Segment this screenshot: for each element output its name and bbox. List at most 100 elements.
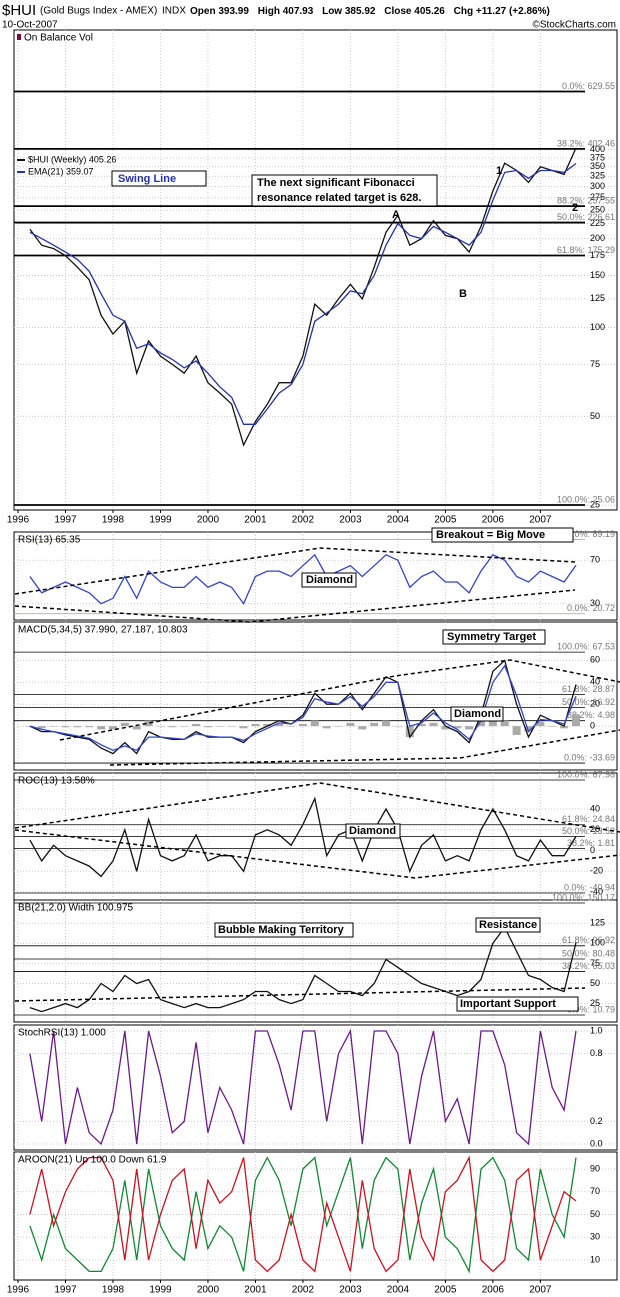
annotation: resonance related target is 628.	[257, 192, 421, 204]
level-label: 50.0%: 16.92	[562, 697, 615, 707]
histogram-bar	[477, 720, 486, 727]
annotation: Resistance	[479, 919, 537, 931]
stat-value: 385.92	[345, 6, 376, 17]
level-label: 38.2%: 402.46	[557, 138, 615, 148]
annotations: Swing Line The next significant Fibonacc…	[111, 165, 579, 1012]
x-tick-label: 2000	[197, 1285, 220, 1296]
series-line	[29, 162, 577, 425]
histogram-bar	[132, 726, 141, 730]
y-tick-label: 70	[590, 555, 600, 565]
level-label: 50.0%: 226.61	[557, 212, 615, 222]
panel-title: RSI(13) 65.35	[18, 535, 81, 546]
histogram-bar	[239, 726, 248, 729]
level-label: 100.0%: 67.98	[557, 769, 615, 779]
level-label: 50.0%: 80.48	[562, 948, 615, 958]
callout-box	[442, 629, 546, 645]
trendline	[109, 729, 620, 766]
panel-title: AROON(21) Up 100.0 Down 61.9	[18, 1155, 167, 1166]
panel-title: StochRSI(13) 1.000	[18, 1028, 106, 1039]
annotation: Diamond	[349, 825, 396, 837]
y-tick-label: 75	[590, 958, 600, 968]
histogram-bar	[180, 726, 189, 727]
trendline	[14, 829, 620, 879]
stat-value: 405.26	[414, 6, 445, 17]
y-tick-label: 375	[590, 152, 605, 162]
y-tick-label: 100	[590, 322, 605, 332]
series-line	[29, 925, 577, 1013]
y-tick-label: 225	[590, 218, 605, 228]
histogram-bar	[37, 726, 46, 729]
level-label: 61.8%: 24.84	[562, 814, 615, 824]
x-tick-label: 1999	[149, 515, 172, 526]
header: $HUI (Gold Bugs Index - AMEX) INDX 10-Oc…	[2, 2, 616, 31]
stat-name: High	[258, 6, 280, 17]
annotation: 2	[572, 202, 578, 214]
x-tick-label: 2001	[244, 1285, 267, 1296]
level-label: 88.2%: 257.55	[557, 196, 615, 206]
y-tick-label: 400	[590, 144, 605, 154]
x-tick-label: 1997	[54, 515, 77, 526]
histogram-bar	[500, 720, 509, 727]
histogram-bar	[287, 726, 296, 727]
x-tick-label: 1997	[54, 1285, 77, 1296]
panel-frame	[13, 1024, 618, 1151]
histogram-bar	[215, 726, 224, 727]
trendline	[59, 659, 620, 741]
y-tick-label: 250	[590, 204, 605, 214]
y-tick-label: 200	[590, 233, 605, 243]
annotation: Swing Line	[118, 173, 176, 185]
level-label: 61.8%: 96.92	[562, 935, 615, 945]
level-label: 38.2%: 4.98	[567, 710, 615, 720]
annotation: The next significant Fibonacci	[257, 177, 415, 189]
level-label: 38.2%: 65.03	[562, 961, 615, 971]
panel-frame	[13, 29, 618, 511]
y-tick-label: 275	[590, 192, 605, 202]
histogram-bar	[73, 726, 82, 728]
y-tick-label: 50	[590, 1209, 600, 1219]
y-tick-label: 300	[590, 181, 605, 191]
annotation: A	[392, 209, 400, 221]
y-tick-label: 1.0	[590, 1025, 603, 1035]
level-label: 61.8%: 175.29	[557, 245, 615, 255]
histogram-bar	[108, 726, 117, 730]
x-tick-label: 1998	[102, 1285, 125, 1296]
histogram-bar	[382, 720, 391, 727]
annotation: Bubble Making Territory	[218, 924, 345, 936]
trendlines	[14, 547, 620, 1002]
x-tick-label: 1996	[7, 1285, 30, 1296]
annotation: 1	[496, 165, 502, 177]
y-tick-label: 125	[590, 293, 605, 303]
symbol: $HUI	[2, 2, 36, 19]
histogram-bar	[227, 726, 236, 727]
callout-box	[251, 174, 438, 207]
level-label: 100.0%: 89.19	[557, 529, 615, 539]
annotation: Breakout = Big Move	[436, 529, 545, 541]
callout-box	[345, 823, 401, 839]
y-tick-label: 70	[590, 1186, 600, 1196]
y-tick-label: -20	[590, 866, 603, 876]
index-name: (Gold Bugs Index - AMEX)	[40, 6, 157, 17]
histogram-bar	[334, 726, 343, 727]
level-label: 100.0%: 150.17	[552, 892, 615, 902]
histogram-bar	[548, 726, 557, 727]
histogram-bar	[192, 723, 201, 727]
y-tick-label: 10	[590, 1254, 600, 1264]
x-tick-label: 2002	[292, 515, 315, 526]
histogram-bar	[417, 723, 426, 727]
x-tick-label: 2005	[434, 515, 457, 526]
x-tick-label: 2007	[529, 515, 552, 526]
annotation: Important Support	[460, 998, 556, 1010]
overlay-label: On Balance Vol	[24, 33, 93, 44]
y-tick-label: -40	[590, 886, 603, 896]
series-line	[29, 659, 577, 755]
y-tick-label: 0.0	[590, 1138, 603, 1148]
x-tick-label: 2005	[434, 1285, 457, 1296]
exchange: INDX	[162, 6, 186, 17]
level-label: 0.0%: 10.79	[567, 1004, 615, 1014]
y-tick-label: 0	[590, 721, 595, 731]
histogram-bar	[168, 726, 177, 728]
annotation: Symmetry Target	[447, 631, 536, 643]
y-tick-label: 0	[590, 845, 595, 855]
histogram-bar	[405, 726, 414, 738]
